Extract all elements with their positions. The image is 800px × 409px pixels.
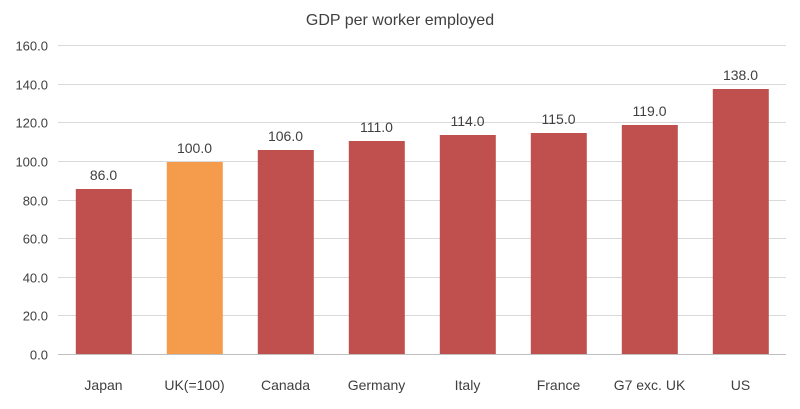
gridline	[58, 238, 786, 240]
x-axis-category-label: G7 exc. UK	[613, 377, 686, 393]
bar-value-label: 106.0	[267, 128, 304, 145]
bar-value-label: 115.0	[541, 110, 576, 127]
y-axis-tick-label: 60.0	[22, 231, 48, 247]
bar-group: 138.0	[695, 46, 786, 355]
bar-group: 106.0	[240, 46, 331, 355]
bar-US[interactable]	[712, 88, 769, 355]
bar-value-label: 111.0	[360, 118, 393, 135]
chart-title: GDP per worker employed	[305, 12, 495, 29]
x-axis-labels: Japan UK(=100) Canada Germany Italy France G7 …	[58, 377, 786, 393]
bar-group: 100.0	[149, 46, 240, 355]
x-axis-category-label: Germany	[347, 377, 406, 393]
gridline	[58, 315, 786, 317]
y-axis-tick-label: 160.0	[15, 38, 48, 54]
gridline	[58, 276, 786, 278]
x-axis-category-label: Japan	[84, 377, 123, 393]
y-axis-tick-label: 100.0	[15, 154, 48, 170]
bar-group: 111.0	[331, 46, 422, 355]
gridline	[58, 45, 786, 46]
x-axis-category-label: France	[536, 377, 581, 393]
y-axis-tick-label: 20.0	[22, 308, 48, 324]
y-axis-tick-label: 40.0	[22, 270, 48, 286]
bar-value-label: 86.0	[89, 166, 118, 183]
gridline	[58, 199, 786, 201]
x-axis-category-label: Italy	[454, 377, 481, 393]
gridline	[58, 83, 786, 85]
plot-area: 0.0 20.0 40.0 60.0 80.0 100.0 120.0 140.0 160.0 …	[15, 39, 786, 363]
x-axis-category-label: US	[730, 377, 751, 393]
bar-value-label: 138.0	[722, 66, 759, 83]
bar-value-label: 100.0	[176, 139, 213, 156]
y-axis-tick-label: 80.0	[22, 193, 48, 208]
bar-group: 119.0	[604, 46, 695, 355]
y-axis-tick-label: 140.0	[15, 77, 48, 93]
x-axis-category-label: UK(=100)	[164, 377, 225, 393]
bar-Germany[interactable]	[348, 140, 405, 355]
bar-G7 exc. UK[interactable]	[621, 125, 678, 355]
x-axis-line	[58, 354, 786, 355]
bar-Canada[interactable]	[257, 150, 314, 355]
bar-UK(=100)[interactable]	[166, 161, 223, 355]
bar-group: 86.0	[58, 46, 149, 355]
x-axis-category-label: Canada	[260, 377, 311, 393]
bar-value-label: 114.0	[450, 112, 485, 129]
bar-group: 115.0	[513, 46, 604, 355]
gridlines: 0.0 20.0 40.0 60.0 80.0 100.0 120.0 140.0 160.0	[15, 39, 786, 363]
bar-group: 114.0	[422, 46, 513, 355]
bar-value-label: 119.0	[632, 103, 667, 120]
gridline	[58, 122, 786, 124]
bar-Japan[interactable]	[75, 188, 132, 355]
y-axis-tick-label: 0.0	[29, 347, 48, 363]
bar-France[interactable]	[530, 132, 587, 355]
gridline	[58, 160, 786, 162]
bar-Italy[interactable]	[439, 134, 496, 355]
bars-row: 86.0 100.0 106.0 111.0 114.0 115.0 119.0 138.0	[58, 46, 786, 355]
y-axis-tick-label: 120.0	[15, 115, 48, 131]
